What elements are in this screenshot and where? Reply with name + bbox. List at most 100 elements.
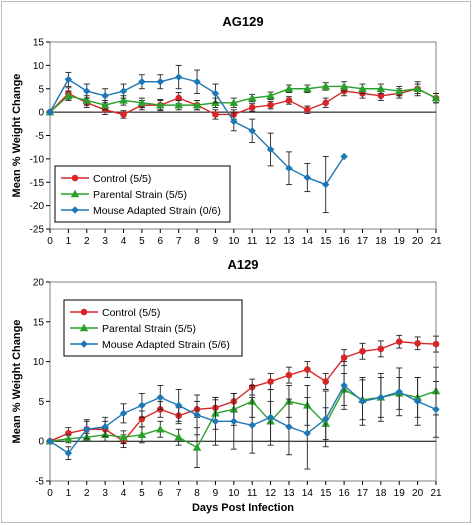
data-point (358, 84, 367, 92)
data-point (395, 388, 403, 396)
data-point (304, 106, 311, 114)
legend-marker (80, 308, 88, 316)
data-point (192, 100, 202, 109)
series-3 (46, 64, 348, 214)
y-tick-label: -25 (30, 225, 45, 236)
series-line (49, 88, 437, 116)
chart-title: A129 (227, 257, 258, 272)
legend: Control (5/5) Parental Strain (5/5) Mouse … (54, 165, 231, 223)
legend-marker (71, 206, 79, 214)
x-tick-label: 16 (339, 488, 351, 499)
data-point (83, 87, 91, 95)
x-tick-label: 8 (194, 236, 200, 247)
data-point (303, 429, 312, 437)
data-point (174, 432, 183, 441)
legend-label: Mouse Adapted Strain (5/6) (102, 339, 230, 351)
x-axis-label: Days Post Infection (192, 502, 294, 514)
y-tick-label: -10 (30, 154, 45, 165)
data-point (285, 97, 293, 104)
data-point (230, 117, 238, 126)
data-point (340, 354, 348, 361)
data-point (230, 417, 238, 426)
x-tick-label: 13 (283, 488, 295, 499)
data-point (174, 73, 183, 81)
data-point (304, 366, 311, 373)
legend-label: Parental Strain (5/5) (93, 189, 187, 201)
x-tick-label: 10 (228, 488, 240, 499)
data-point (211, 417, 220, 426)
data-point (119, 409, 128, 418)
data-point (192, 443, 202, 451)
x-tick-label: 1 (66, 488, 72, 499)
x-tick-label: 3 (102, 236, 108, 247)
x-tick-label: 9 (213, 488, 219, 499)
x-tick-label: 16 (339, 236, 351, 247)
data-point (377, 345, 385, 353)
legend-label: Parental Strain (5/5) (102, 323, 196, 335)
series-line (49, 384, 437, 455)
data-point (212, 111, 219, 118)
legend-marker (80, 340, 88, 348)
data-point (376, 84, 386, 92)
data-point (266, 145, 275, 154)
data-point (248, 421, 256, 429)
x-tick-label: 2 (84, 488, 90, 499)
legend-marker (70, 189, 80, 198)
data-point (340, 381, 348, 390)
data-point (394, 86, 404, 95)
x-tick-label: 21 (430, 236, 442, 247)
data-point (46, 437, 54, 445)
data-point (119, 432, 128, 441)
data-point (119, 87, 128, 95)
legend-marker (71, 174, 79, 182)
x-tick-label: 19 (394, 236, 406, 247)
x-tick-label: 1 (66, 236, 72, 247)
x-tick-label: 7 (176, 488, 182, 499)
data-point (432, 340, 440, 348)
data-point (285, 164, 293, 172)
x-tick-label: 10 (228, 236, 240, 247)
x-tick-label: 21 (430, 488, 442, 499)
y-tick-label: 0 (38, 437, 44, 448)
y-tick-label: 10 (33, 61, 45, 72)
y-axis-label: Mean % Weight Change (11, 320, 23, 444)
data-point (432, 405, 440, 414)
x-tick-label: 18 (375, 236, 387, 247)
x-tick-label: 9 (213, 236, 219, 247)
y-axis-label: Mean % Weight Change (11, 74, 23, 198)
data-point (339, 81, 349, 90)
data-point (377, 393, 385, 402)
x-tick-label: 6 (158, 488, 164, 499)
x-tick-label: 18 (375, 488, 387, 499)
data-point (414, 339, 421, 347)
data-point (322, 378, 330, 385)
data-point (82, 96, 92, 104)
data-point (431, 93, 441, 102)
data-point (322, 99, 330, 107)
series-line (49, 388, 437, 449)
legend-label: Mouse Adapted Strain (0/6) (93, 205, 221, 217)
x-tick-label: 11 (247, 236, 258, 247)
data-point (138, 401, 146, 410)
y-tick-label: -5 (35, 477, 44, 488)
data-point (248, 127, 256, 135)
x-tick-label: 5 (139, 236, 145, 247)
x-tick-label: 4 (121, 488, 127, 499)
data-point (358, 397, 367, 406)
x-tick-label: 7 (176, 236, 182, 247)
data-point (193, 411, 201, 419)
x-tick-label: 4 (121, 236, 127, 247)
data-point (340, 152, 348, 161)
x-tick-label: 3 (102, 488, 108, 499)
y-tick-label: -20 (30, 201, 45, 212)
data-point (321, 81, 330, 90)
data-point (247, 93, 257, 102)
chart-title: AG129 (222, 14, 263, 29)
data-point (64, 449, 73, 457)
data-point (64, 434, 73, 443)
data-point (284, 84, 294, 92)
data-point (285, 371, 293, 379)
data-point (101, 92, 109, 100)
data-point (267, 378, 274, 385)
